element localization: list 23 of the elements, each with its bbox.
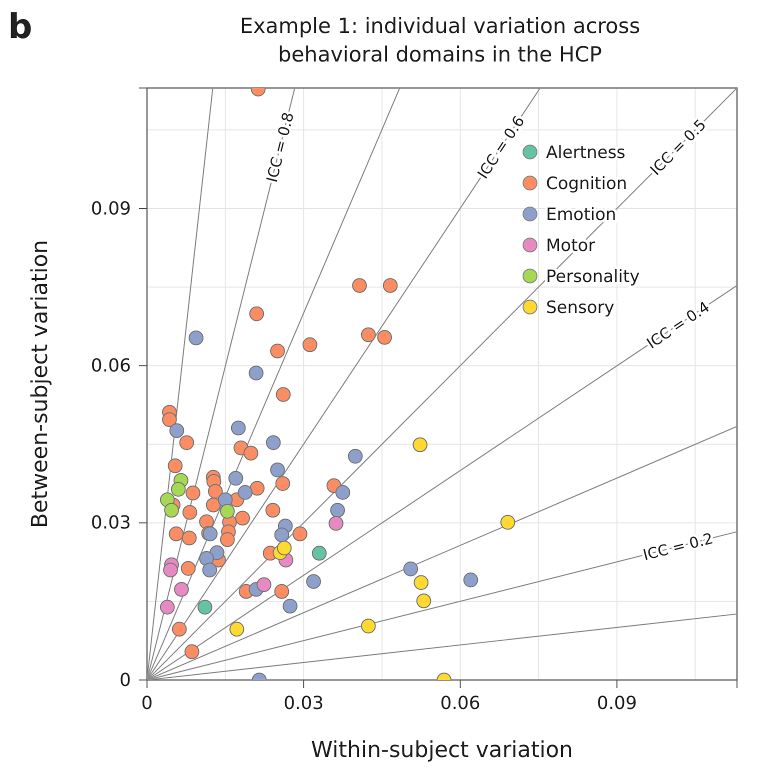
- legend-label: Motor: [546, 236, 596, 256]
- legend-label: Emotion: [546, 204, 616, 225]
- legend-label: Sensory: [546, 298, 614, 318]
- chart-title: Example 1: individual variation across behavioral domains in the HCP: [240, 14, 640, 66]
- text: ICC = 0.8: [262, 110, 298, 184]
- y-tick-label: 0.06: [90, 355, 131, 376]
- legend-label: Personality: [546, 266, 640, 287]
- y-axis-title: Between-subject variation: [28, 240, 53, 528]
- x-tick-label: 0.03: [284, 692, 324, 714]
- legend-label: Cognition: [546, 174, 628, 194]
- x-tick-label: 0: [141, 692, 153, 714]
- y-tick-label: 0.09: [90, 198, 131, 220]
- y-tick-label: 0: [120, 670, 131, 691]
- y-tick-label: 0.03: [90, 512, 131, 534]
- text: ICC = 0.4: [643, 298, 713, 352]
- text: ICC = 0.5: [646, 116, 710, 179]
- text: ICC = 0.6: [474, 112, 528, 182]
- text: ICC = 0.2: [641, 529, 715, 564]
- legend-label: Alertness: [546, 142, 626, 163]
- text: b: [8, 7, 32, 47]
- x-axis-title: Within-subject variation: [311, 738, 573, 763]
- x-tick-label: 0.09: [596, 692, 637, 714]
- x-tick-label: 0.06: [440, 692, 480, 714]
